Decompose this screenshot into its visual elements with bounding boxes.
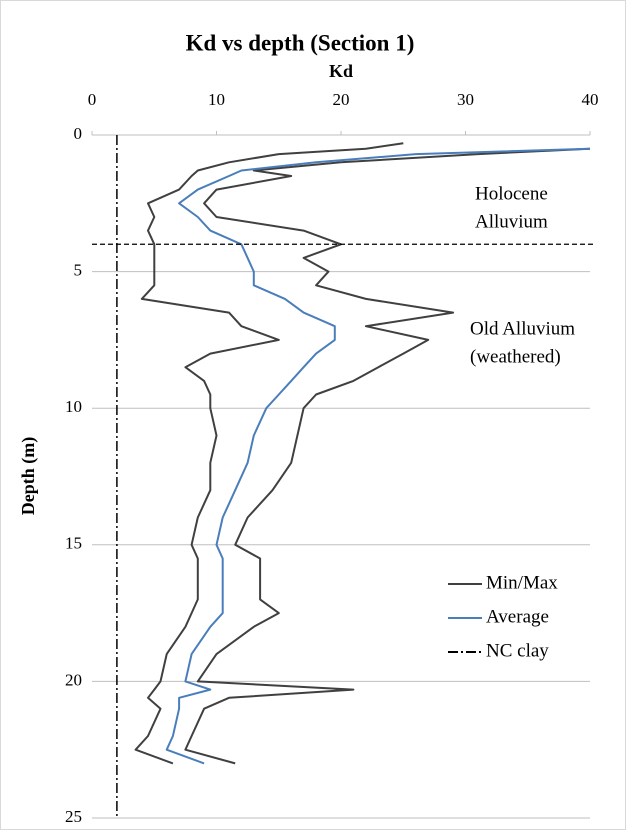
y-tick-label: 25 [65,807,82,826]
y-axis-title: Depth (m) [18,437,39,516]
legend-label: Min/Max [486,572,558,593]
data-line [184,147,591,765]
plot-area [116,135,591,818]
data-line [134,142,404,765]
annotation: (weathered) [470,346,561,367]
chart-title: Kd vs depth (Section 1) [186,30,415,55]
x-tick-label: 10 [208,90,225,109]
x-tick-label: 20 [333,90,350,109]
annotation: Alluvium [475,211,548,232]
legend-label: Average [486,606,549,627]
x-tick-label: 0 [88,90,97,109]
legend-label: NC clay [486,640,549,661]
x-axis-title: Kd [329,61,353,81]
x-tick-label: 40 [582,90,599,109]
y-tick-label: 0 [74,124,83,143]
y-tick-label: 10 [65,397,82,416]
annotation: Holocene [475,183,548,204]
data-line [165,147,591,765]
y-tick-label: 5 [74,261,83,280]
y-tick-label: 15 [65,534,82,553]
annotation: Old Alluvium [470,318,575,339]
y-tick-label: 20 [65,670,82,689]
x-tick-label: 30 [457,90,474,109]
